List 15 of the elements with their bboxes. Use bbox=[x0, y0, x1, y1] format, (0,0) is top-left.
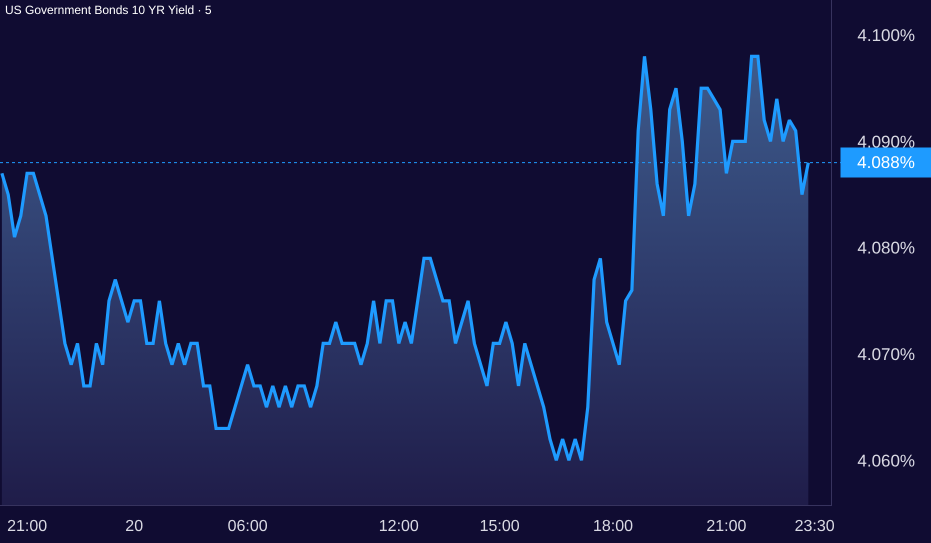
x-tick-label: 06:00 bbox=[228, 518, 268, 536]
x-tick-label: 23:30 bbox=[794, 518, 835, 536]
x-tick-label: 15:00 bbox=[480, 518, 520, 536]
ref-line-label: 4.088% bbox=[857, 153, 915, 172]
x-tick-label: 12:00 bbox=[378, 518, 419, 536]
chart-title: US Government Bonds 10 YR Yield · 5 bbox=[5, 3, 212, 18]
y-tick-label: 4.060% bbox=[857, 451, 916, 470]
x-tick-label: 21:00 bbox=[706, 518, 747, 536]
y-tick-label: 4.070% bbox=[857, 344, 916, 364]
y-tick-label: 4.090% bbox=[857, 132, 916, 152]
y-tick-label: 4.080% bbox=[857, 238, 916, 258]
x-tick-label: 20 bbox=[125, 518, 144, 536]
x-tick-label: 18:00 bbox=[592, 518, 634, 536]
x-tick-label: 21:00 bbox=[7, 518, 48, 536]
y-tick-label: 4.100% bbox=[857, 26, 916, 46]
